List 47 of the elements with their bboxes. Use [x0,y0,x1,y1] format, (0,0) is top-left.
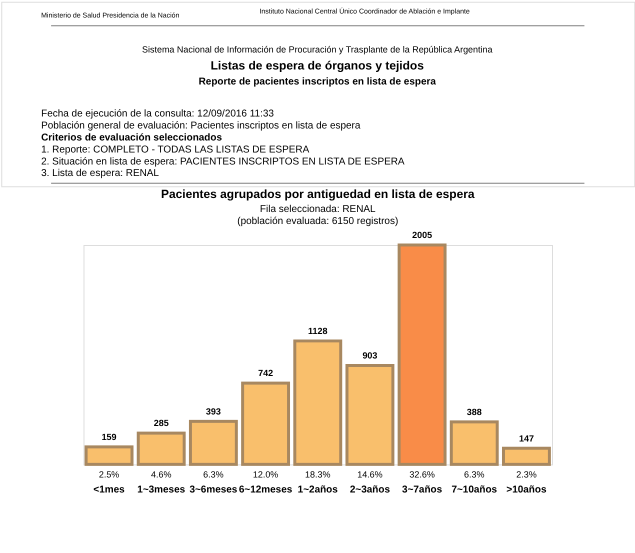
data-label: 388 [466,406,482,417]
data-label: 393 [206,406,221,416]
bar [398,244,447,466]
annotation: 4.6% [151,469,172,480]
x-tick-label: 7~10años [451,484,498,496]
x-tick-label: 3~6meses [189,484,238,496]
text: Fecha de ejecución de la consulta: 12/09/2016 11:33 [41,108,274,120]
x-tick-label: 3~7años [402,484,443,496]
bar [136,432,186,466]
bar [84,445,134,466]
text: Reporte de pacientes inscriptos en lista de espera [198,76,436,88]
text: 1. Reporte: COMPLETO - TODAS LAS LISTAS DE ESPERA [41,144,310,156]
annotation: 14.6% [357,469,383,480]
data-label: 159 [102,432,117,442]
text: Listas de espera de órganos y tejidos [210,58,424,73]
data-label: 2005 [412,230,432,240]
data-label: 285 [154,418,169,428]
bar [188,420,238,466]
bar [450,420,499,466]
data-label: 903 [362,350,378,361]
text: 3. Lista de espera: RENAL [41,168,160,180]
x-tick-label: 2~3años [350,484,390,496]
annotation: 2.5% [98,469,120,480]
bar [293,339,342,466]
annotation: 6.3% [203,469,224,480]
data-label: 742 [258,368,274,378]
annotation: 6.3% [464,469,485,480]
data-label: 1128 [308,326,328,336]
x-tick-label: 1~2años [298,484,338,496]
x-tick-label: 6~12meses [238,484,293,496]
chart-title: Pacientes agrupados por antiguedad en lista de espera [160,187,475,202]
text: 2. Situación en lista de espera: PACIENTES INSCRIPTOS EN LISTA DE ESPERA [41,156,405,168]
bar [241,382,290,466]
annotation: 18.3% [305,469,330,480]
text: Población general de evaluación: Pacientes inscriptos en lista de espera [41,120,361,132]
x-tick-label: >10años [506,484,547,496]
annotation: 2.3% [516,469,537,480]
bar [502,446,551,466]
bar [345,364,394,466]
x-tick-label: 1~3meses [137,484,186,496]
annotation: 32.6% [409,469,435,480]
data-label: 147 [518,433,534,444]
text: Criterios de evaluación seleccionados [41,132,222,144]
annotation: 12.0% [252,469,278,480]
chart-subtitle: Fila seleccionada: RENAL (población evaluada: 6150 registros) [237,204,398,228]
x-tick-label: <1mes [93,484,126,496]
text: Sistema Nacional de Información de Procuración y Trasplante de la República Argentina [142,44,492,55]
